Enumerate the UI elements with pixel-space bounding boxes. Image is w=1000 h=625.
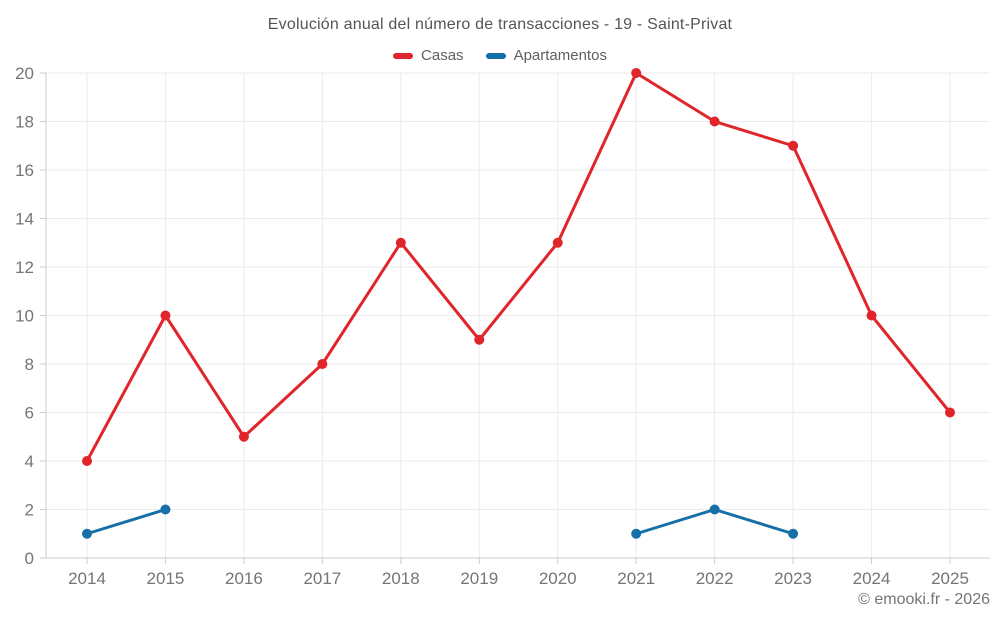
svg-text:2024: 2024 bbox=[853, 569, 891, 588]
svg-text:2022: 2022 bbox=[696, 569, 734, 588]
svg-text:10: 10 bbox=[15, 307, 34, 326]
legend-item-casas[interactable]: Casas bbox=[393, 47, 464, 64]
svg-text:14: 14 bbox=[15, 210, 34, 229]
svg-text:8: 8 bbox=[25, 355, 34, 374]
svg-text:2019: 2019 bbox=[460, 569, 498, 588]
svg-text:2025: 2025 bbox=[931, 569, 969, 588]
svg-text:6: 6 bbox=[25, 404, 34, 423]
svg-text:2021: 2021 bbox=[617, 569, 655, 588]
svg-text:2: 2 bbox=[25, 501, 34, 520]
svg-text:16: 16 bbox=[15, 161, 34, 180]
svg-text:2016: 2016 bbox=[225, 569, 263, 588]
svg-text:18: 18 bbox=[15, 113, 34, 132]
chart-legend: Casas Apartamentos bbox=[0, 47, 1000, 64]
legend-item-apartamentos[interactable]: Apartamentos bbox=[485, 47, 607, 64]
svg-text:4: 4 bbox=[25, 452, 34, 471]
legend-swatch-casas-icon bbox=[393, 52, 414, 59]
svg-text:2020: 2020 bbox=[539, 569, 577, 588]
legend-label-apartamentos: Apartamentos bbox=[513, 47, 607, 64]
legend-label-casas: Casas bbox=[421, 47, 464, 64]
svg-text:2018: 2018 bbox=[382, 569, 420, 588]
svg-text:20: 20 bbox=[15, 64, 34, 83]
svg-text:12: 12 bbox=[15, 258, 34, 277]
svg-text:2017: 2017 bbox=[303, 569, 341, 588]
svg-text:2023: 2023 bbox=[774, 569, 812, 588]
svg-text:0: 0 bbox=[25, 549, 34, 568]
copyright-footer: © emooki.fr - 2026 bbox=[858, 591, 990, 608]
chart-title: Evolución anual del número de transaccio… bbox=[267, 16, 733, 33]
legend-swatch-apartamentos-icon bbox=[485, 52, 506, 59]
svg-text:2014: 2014 bbox=[68, 569, 106, 588]
svg-text:2015: 2015 bbox=[147, 569, 185, 588]
